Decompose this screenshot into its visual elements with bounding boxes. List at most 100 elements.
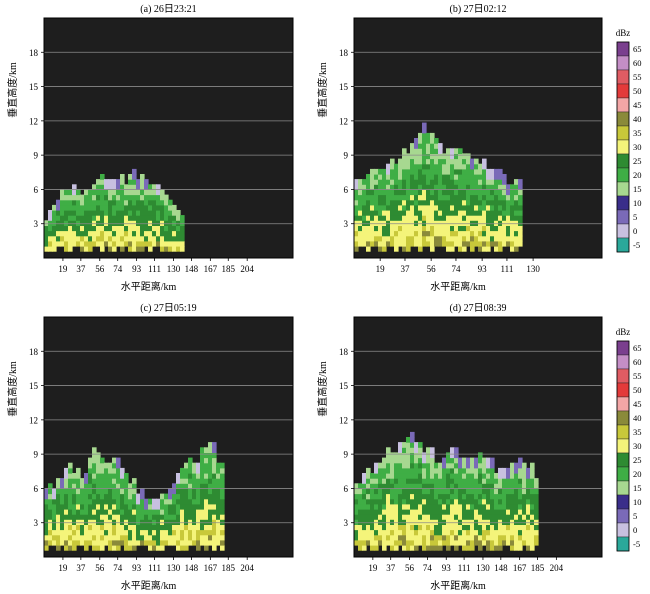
echo-cell — [422, 503, 427, 510]
echo-cell — [442, 204, 447, 211]
echo-cell — [88, 483, 93, 489]
echo-cell — [80, 524, 85, 531]
echo-cell — [358, 225, 363, 232]
echo-cell — [414, 498, 419, 505]
echo-cell — [56, 545, 61, 551]
echo-cell — [64, 514, 69, 520]
y-tick-label: 18 — [339, 48, 349, 58]
echo-cell — [498, 184, 503, 190]
echo-cell — [446, 210, 451, 216]
echo-cell — [514, 230, 519, 237]
echo-cell — [354, 483, 359, 489]
echo-cell — [192, 483, 197, 489]
echo-cell — [216, 529, 221, 536]
echo-cell — [470, 534, 475, 541]
echo-cell — [72, 220, 77, 226]
echo-cell — [192, 529, 197, 536]
echo-cell — [406, 498, 411, 505]
echo-cell — [96, 488, 101, 495]
colorbar-swatch — [616, 536, 630, 552]
echo-cell — [200, 462, 205, 469]
echo-cell — [128, 498, 133, 505]
echo-cell — [128, 509, 133, 515]
echo-cell — [180, 545, 185, 551]
echo-cell — [442, 174, 447, 180]
echo-cell — [64, 478, 69, 484]
echo-cell — [510, 184, 515, 190]
echo-cell — [418, 498, 423, 505]
echo-cell — [474, 524, 479, 531]
echo-cell — [506, 220, 511, 226]
echo-cell — [458, 467, 463, 474]
echo-cell — [128, 519, 133, 525]
echo-cell — [108, 235, 113, 242]
echo-cell — [502, 184, 507, 190]
echo-cell — [164, 220, 169, 226]
echo-cell — [514, 514, 519, 520]
echo-cell — [354, 519, 359, 525]
echo-cell — [418, 174, 423, 180]
echo-cell — [442, 473, 447, 479]
echo-cell — [402, 467, 407, 474]
echo-cell — [180, 514, 185, 520]
echo-cell — [76, 235, 81, 242]
echo-cell — [188, 539, 193, 546]
echo-cell — [88, 529, 93, 536]
echo-cell — [482, 235, 487, 242]
echo-cell — [366, 246, 371, 252]
echo-cell — [402, 534, 407, 541]
echo-cell — [470, 158, 475, 165]
echo-cell — [168, 498, 173, 505]
echo-cell — [76, 194, 81, 201]
echo-cell — [406, 545, 411, 551]
echo-cell — [482, 509, 487, 515]
echo-cell — [52, 524, 57, 531]
echo-cell — [124, 225, 129, 232]
echo-cell — [196, 498, 201, 505]
echo-cell — [522, 467, 527, 474]
echo-cell — [426, 143, 431, 149]
echo-cell — [390, 210, 395, 216]
x-tick-label: 19 — [58, 264, 68, 274]
echo-cell — [120, 483, 125, 489]
echo-cell — [470, 240, 475, 247]
echo-cell — [136, 215, 141, 221]
echo-cell — [108, 478, 113, 484]
echo-cell — [96, 493, 101, 500]
echo-cell — [100, 457, 105, 464]
echo-cell — [84, 483, 89, 489]
echo-cell — [518, 498, 523, 505]
echo-cell — [80, 519, 85, 525]
echo-cell — [386, 215, 391, 221]
echo-cell — [410, 452, 415, 459]
echo-cell — [402, 545, 407, 551]
x-tick-label: 37 — [400, 264, 410, 274]
echo-cell — [180, 483, 185, 489]
echo-cell — [172, 210, 177, 216]
echo-cell — [478, 519, 483, 525]
echo-cell — [466, 158, 471, 165]
echo-cell — [386, 529, 391, 536]
echo-cell — [454, 163, 459, 170]
y-tick-label: 6 — [34, 185, 39, 195]
colorbar-swatch — [616, 223, 630, 239]
echo-cell — [156, 529, 161, 536]
echo-cell — [474, 509, 479, 515]
echo-cell — [100, 199, 105, 206]
echo-cell — [426, 514, 431, 520]
echo-cell — [458, 153, 463, 160]
echo-cell — [56, 204, 61, 211]
echo-cell — [112, 235, 117, 242]
echo-cell — [108, 467, 113, 474]
echo-cell — [88, 199, 93, 206]
echo-cell — [438, 153, 443, 160]
echo-cell — [438, 148, 443, 154]
echo-cell — [522, 534, 527, 541]
echo-cell — [220, 514, 225, 520]
x-tick-label: 185 — [222, 563, 236, 573]
echo-cell — [72, 184, 77, 190]
echo-cell — [406, 524, 411, 531]
echo-cell — [534, 483, 539, 489]
echo-cell — [140, 240, 145, 247]
echo-cell — [92, 514, 97, 520]
